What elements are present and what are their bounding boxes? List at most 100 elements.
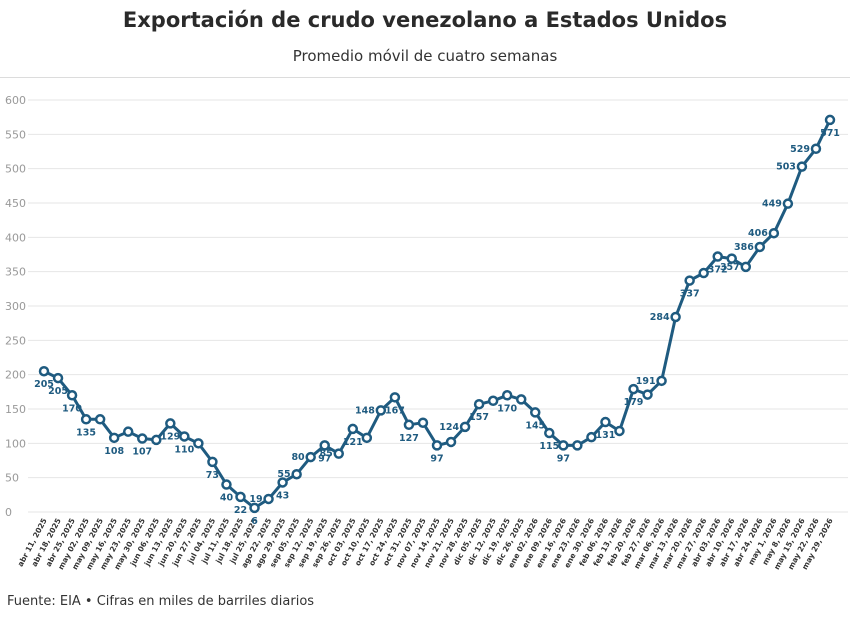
data-point	[796, 161, 808, 172]
data-label: 157	[469, 412, 489, 423]
y-tick-label: 0	[5, 506, 12, 519]
data-label: 131	[596, 430, 616, 441]
data-point	[712, 251, 723, 262]
y-tick-label: 400	[5, 231, 26, 244]
data-label: 115	[539, 441, 559, 452]
data-label: 129	[160, 431, 180, 442]
y-axis: 0 50 100 150 200 250 300 350 400 450 500 550 600	[5, 94, 26, 519]
data-label: 337	[680, 289, 700, 300]
data-label: 205	[34, 379, 54, 390]
y-tick-label: 550	[5, 128, 26, 141]
data-point	[151, 434, 162, 446]
data-label: 167	[385, 405, 405, 416]
data-point	[263, 493, 274, 505]
data-label: 40	[220, 493, 234, 504]
data-point	[277, 477, 288, 488]
data-point	[165, 418, 176, 429]
y-tick-label: 450	[5, 197, 26, 210]
data-point	[656, 375, 667, 387]
data-label: 170	[497, 403, 517, 414]
data-point	[459, 421, 471, 433]
data-label: 108	[104, 446, 124, 457]
data-point	[473, 398, 485, 410]
grid	[28, 99, 848, 513]
y-tick-label: 600	[5, 94, 26, 107]
data-point	[726, 253, 737, 264]
data-point	[810, 143, 822, 155]
data-label: 97	[318, 453, 331, 464]
data-label: 372	[708, 265, 728, 276]
data-point	[80, 414, 92, 425]
data-point	[445, 436, 457, 448]
data-label: 406	[748, 228, 768, 239]
data-label: 135	[76, 427, 96, 438]
data-point	[122, 426, 134, 437]
data-point	[530, 407, 541, 418]
data-point	[305, 451, 316, 463]
data-points	[38, 114, 836, 514]
data-point	[38, 365, 50, 377]
header-divider	[0, 77, 850, 78]
data-point	[600, 416, 611, 428]
data-point	[108, 432, 120, 444]
data-point	[361, 432, 373, 444]
data-point	[319, 440, 330, 451]
y-tick-label: 350	[5, 266, 26, 279]
data-label: 529	[790, 144, 810, 155]
chart-subtitle: Promedio móvil de cuatro semanas	[292, 47, 558, 65]
data-point	[221, 479, 232, 490]
data-label: 205	[48, 386, 68, 397]
data-point	[572, 440, 583, 451]
data-label: 43	[276, 490, 289, 501]
data-label: 357	[720, 262, 740, 273]
data-point	[614, 425, 625, 437]
data-label: 110	[174, 444, 194, 455]
data-point	[417, 417, 429, 428]
source-note: Fuente: EIA • Cifras en miles de barrile…	[7, 594, 315, 609]
data-label: 80	[291, 452, 305, 463]
data-label: 145	[525, 420, 545, 431]
data-point	[740, 261, 752, 273]
data-point	[249, 502, 260, 514]
data-label: 97	[557, 453, 570, 464]
data-point	[347, 423, 359, 435]
data-point	[94, 414, 106, 425]
data-label: 191	[636, 376, 656, 387]
data-point	[137, 433, 148, 444]
data-point	[179, 431, 190, 442]
y-tick-label: 100	[5, 437, 26, 450]
data-label: 284	[650, 312, 670, 323]
y-tick-label: 200	[5, 369, 26, 382]
data-label: 19	[249, 494, 262, 505]
data-label: 22	[234, 505, 247, 516]
data-point	[207, 456, 218, 468]
data-label: 6	[251, 516, 258, 527]
data-point	[66, 390, 78, 401]
data-label: 449	[762, 199, 782, 210]
data-label: 148	[355, 405, 375, 416]
data-point	[501, 390, 513, 401]
data-point	[375, 405, 387, 416]
data-label: 107	[132, 447, 152, 458]
data-label: 121	[343, 437, 363, 448]
data-point	[487, 395, 499, 407]
data-point	[333, 448, 344, 459]
data-point	[431, 440, 443, 451]
data-point	[768, 227, 780, 239]
data-label: 386	[734, 242, 754, 253]
data-point	[544, 427, 555, 439]
y-tick-label: 50	[5, 472, 19, 485]
data-label: 124	[439, 422, 459, 433]
data-point	[586, 431, 597, 443]
data-point	[824, 114, 836, 126]
data-label: 170	[62, 403, 82, 414]
data-label: 571	[820, 128, 840, 139]
y-tick-label: 300	[5, 300, 26, 313]
data-point	[235, 491, 246, 503]
data-label: 179	[624, 397, 644, 408]
data-label: 127	[399, 433, 419, 444]
y-tick-label: 150	[5, 403, 26, 416]
